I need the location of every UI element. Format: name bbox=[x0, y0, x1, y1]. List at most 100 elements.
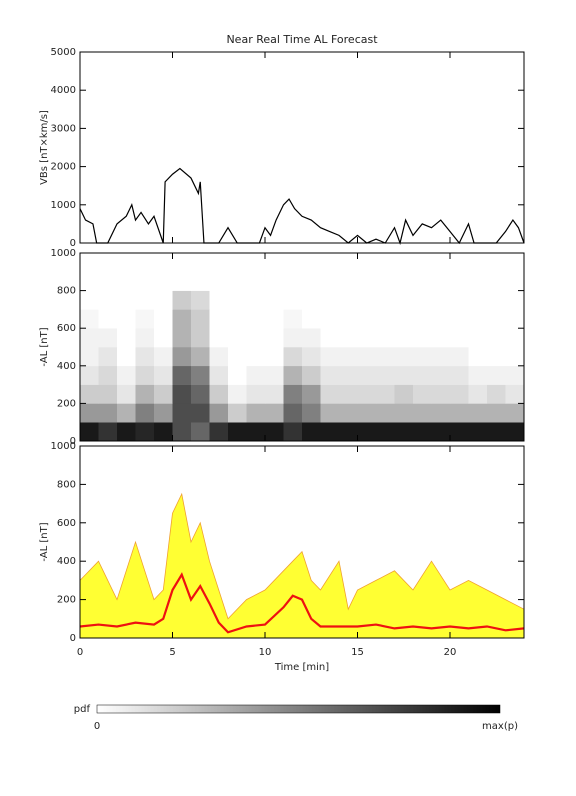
y-tick-label: 0 bbox=[70, 238, 76, 249]
heat-cell bbox=[209, 384, 229, 404]
heat-cell bbox=[487, 347, 506, 367]
heat-cell bbox=[209, 309, 229, 329]
heat-cell bbox=[98, 290, 118, 310]
heat-cell bbox=[302, 253, 321, 273]
heat-cell bbox=[357, 271, 377, 291]
heat-cell bbox=[154, 328, 173, 348]
x-tick-label: 15 bbox=[351, 647, 364, 658]
heat-cell bbox=[209, 253, 229, 273]
heat-cell bbox=[228, 309, 247, 329]
heat-cell bbox=[209, 422, 229, 442]
heat-cell bbox=[357, 328, 377, 348]
y-tick-label: 400 bbox=[57, 361, 76, 372]
heat-cell bbox=[265, 365, 284, 385]
heat-cell bbox=[487, 309, 506, 329]
y-tick-label: 1000 bbox=[51, 441, 76, 452]
y-tick-label: 5000 bbox=[51, 47, 76, 58]
y-tick-label: 200 bbox=[57, 398, 76, 409]
heat-cell bbox=[265, 309, 284, 329]
heat-cell bbox=[209, 271, 229, 291]
heat-cell bbox=[283, 403, 303, 423]
heat-cell bbox=[265, 403, 284, 423]
heat-cell bbox=[505, 271, 525, 291]
heat-cell bbox=[209, 365, 229, 385]
heat-cell bbox=[80, 384, 99, 404]
y-tick-label: 4000 bbox=[51, 85, 76, 96]
heat-cell bbox=[320, 403, 340, 423]
heat-cell bbox=[376, 253, 395, 273]
heat-cell bbox=[320, 365, 340, 385]
heat-cell bbox=[191, 290, 210, 310]
heat-cell bbox=[468, 271, 488, 291]
heat-cell bbox=[228, 384, 247, 404]
heat-cell bbox=[431, 422, 451, 442]
x-axis-label: Time [min] bbox=[274, 662, 329, 673]
heat-cell bbox=[320, 384, 340, 404]
heat-cell bbox=[265, 384, 284, 404]
heat-cell bbox=[394, 290, 414, 310]
heat-cell bbox=[468, 384, 488, 404]
heat-cell bbox=[80, 403, 99, 423]
heat-cell bbox=[357, 365, 377, 385]
heat-cell bbox=[135, 403, 155, 423]
heat-cell bbox=[505, 290, 525, 310]
heat-cell bbox=[265, 347, 284, 367]
heat-cell bbox=[450, 290, 469, 310]
heat-cell bbox=[135, 384, 155, 404]
heat-cell bbox=[80, 309, 99, 329]
heat-cell bbox=[431, 309, 451, 329]
heat-cell bbox=[394, 309, 414, 329]
heat-cell bbox=[80, 328, 99, 348]
heat-cell bbox=[339, 290, 358, 310]
y-tick-label: 600 bbox=[57, 518, 76, 529]
heat-cell bbox=[246, 422, 266, 442]
heat-cell bbox=[339, 271, 358, 291]
heat-cell bbox=[468, 403, 488, 423]
heat-cell bbox=[487, 422, 506, 442]
heat-cell bbox=[320, 290, 340, 310]
heat-cell bbox=[191, 253, 210, 273]
heat-cell bbox=[357, 422, 377, 442]
heat-cell bbox=[487, 403, 506, 423]
heat-cell bbox=[172, 290, 192, 310]
y-tick-label: 1000 bbox=[51, 200, 76, 211]
heat-cell bbox=[117, 384, 136, 404]
heat-cell bbox=[98, 365, 118, 385]
heat-cell bbox=[191, 347, 210, 367]
x-tick-label: 0 bbox=[77, 647, 83, 658]
heat-cell bbox=[376, 309, 395, 329]
heat-cell bbox=[228, 290, 247, 310]
heat-cell bbox=[505, 384, 525, 404]
y-tick-label: 600 bbox=[57, 323, 76, 334]
heat-cell bbox=[505, 347, 525, 367]
heat-cell bbox=[154, 384, 173, 404]
heat-cell bbox=[283, 365, 303, 385]
heat-cell bbox=[172, 422, 192, 442]
heat-cell bbox=[394, 328, 414, 348]
heat-cell bbox=[191, 365, 210, 385]
heat-cell bbox=[450, 365, 469, 385]
heat-cell bbox=[246, 365, 266, 385]
heat-cell bbox=[283, 347, 303, 367]
heat-cell bbox=[117, 271, 136, 291]
median-line bbox=[79, 572, 525, 634]
heat-cell bbox=[394, 271, 414, 291]
y-tick-label: 800 bbox=[57, 479, 76, 490]
colorbar-label: pdf bbox=[74, 704, 91, 715]
heat-cell bbox=[302, 403, 321, 423]
heat-cell bbox=[80, 271, 99, 291]
x-tick-label: 20 bbox=[444, 647, 457, 658]
y-axis-label: -AL [nT] bbox=[39, 327, 50, 366]
heat-cell bbox=[376, 422, 395, 442]
heat-cell bbox=[339, 403, 358, 423]
heat-cell bbox=[339, 422, 358, 442]
heat-cell bbox=[505, 422, 525, 442]
heat-cell bbox=[98, 347, 118, 367]
heat-cell bbox=[228, 271, 247, 291]
y-tick-label: 800 bbox=[57, 286, 76, 297]
heat-cell bbox=[302, 271, 321, 291]
heat-cell bbox=[487, 365, 506, 385]
heat-cell bbox=[413, 253, 432, 273]
heat-cell bbox=[431, 328, 451, 348]
heat-cell bbox=[80, 290, 99, 310]
